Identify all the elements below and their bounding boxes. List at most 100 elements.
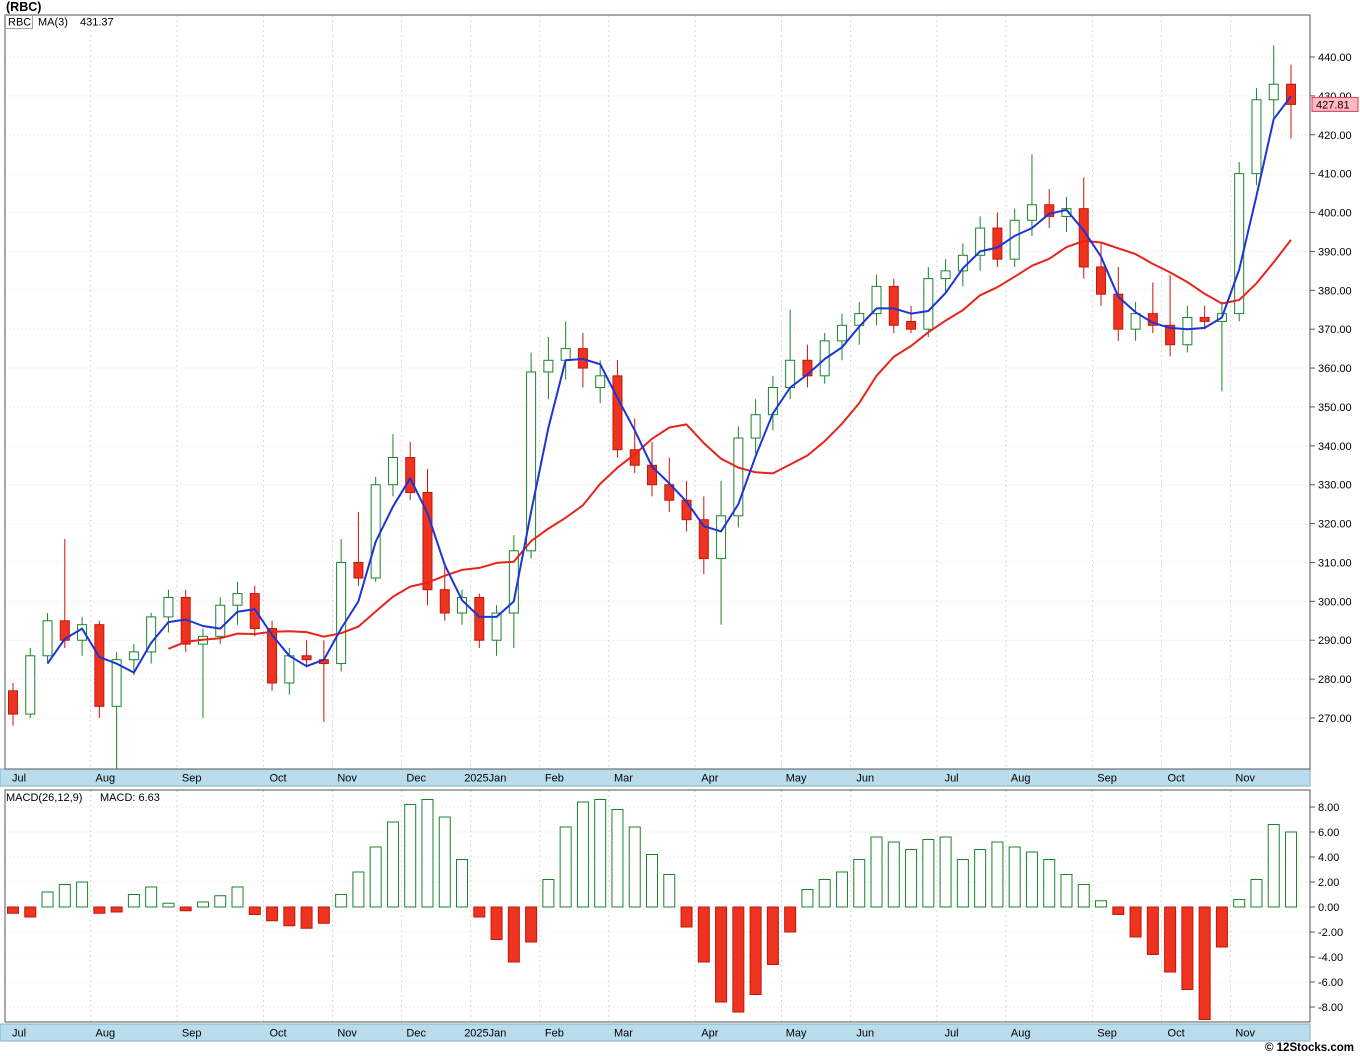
- candle-body: [871, 285, 882, 315]
- candle-down: [1165, 274, 1176, 357]
- candle-up: [923, 266, 934, 337]
- macd-bar-positive: [231, 886, 244, 908]
- month-label: Feb: [545, 773, 564, 785]
- month-label: Dec: [406, 773, 426, 785]
- month-label: Jun: [856, 1028, 874, 1040]
- ma-slow-line: [168, 239, 1292, 650]
- candle-up: [387, 434, 398, 497]
- candle-down: [94, 620, 105, 718]
- macd-bar-positive: [611, 809, 624, 908]
- candle-body: [25, 655, 36, 715]
- candle-body: [215, 604, 226, 637]
- candle-body: [1182, 317, 1193, 346]
- candle-body: [1009, 219, 1020, 260]
- macd-bar-positive: [801, 889, 814, 908]
- candle-body: [543, 359, 554, 373]
- candle-body: [923, 278, 934, 330]
- macd-bar-negative: [248, 906, 261, 915]
- candle-down: [474, 593, 485, 649]
- candle-body: [836, 324, 847, 342]
- candle-body: [888, 285, 899, 326]
- candle-up: [146, 613, 157, 664]
- macd-tick-label: 2.00: [1318, 877, 1339, 889]
- candle-body: [232, 593, 243, 606]
- price-tick-label: 400.00: [1318, 208, 1352, 220]
- macd-bar-positive: [1043, 859, 1056, 908]
- macd-bar-positive: [594, 799, 607, 908]
- macd-bar-positive: [1025, 851, 1038, 908]
- month-label: 2025Jan: [464, 773, 506, 785]
- month-label: Oct: [1168, 1028, 1185, 1040]
- price-tick-label: 420.00: [1318, 130, 1352, 142]
- macd-bar-positive: [956, 859, 969, 908]
- candle-body: [612, 375, 623, 451]
- candle-down: [59, 539, 70, 649]
- candle-body: [940, 270, 951, 280]
- macd-bar-positive: [939, 836, 952, 908]
- macd-bar-positive: [905, 849, 918, 908]
- price-tick-label: 340.00: [1318, 441, 1352, 453]
- month-label: Nov: [337, 1028, 357, 1040]
- candle-down: [612, 360, 623, 458]
- candle-up: [836, 313, 847, 361]
- month-label: Nov: [1235, 1028, 1255, 1040]
- macd-layer: [7, 799, 1297, 1020]
- macd-bar-negative: [697, 906, 710, 963]
- candle-body: [716, 515, 727, 560]
- candle-up: [197, 628, 208, 718]
- watermark: © 12Stocks.com: [1265, 1042, 1354, 1054]
- macd-bar-positive: [127, 894, 140, 908]
- price-tick-label: 390.00: [1318, 246, 1352, 258]
- macd-tick-label: 8.00: [1318, 802, 1339, 814]
- candle-body: [785, 359, 796, 388]
- candle-body: [422, 491, 433, 591]
- macd-bar-positive: [870, 836, 883, 908]
- month-label: Oct: [269, 773, 286, 785]
- macd-bar-negative: [24, 906, 37, 918]
- candle-body: [1096, 266, 1107, 295]
- candle-down: [1199, 305, 1210, 330]
- chart-title: (RBC): [6, 0, 41, 14]
- candle-body: [146, 616, 157, 653]
- macd-bar-positive: [369, 846, 382, 908]
- candle-up: [543, 336, 554, 400]
- macd-tick-label: 0.00: [1318, 902, 1339, 914]
- candle-body: [560, 348, 571, 361]
- candle-body: [77, 624, 88, 641]
- candle-up: [733, 426, 744, 528]
- candle-down: [249, 585, 260, 637]
- candle-up: [1234, 161, 1245, 322]
- ma-label: MA(3): [38, 17, 68, 29]
- candle-down: [353, 511, 364, 586]
- month-label: Jul: [12, 773, 26, 785]
- candle-body: [336, 561, 347, 665]
- candle-down: [802, 344, 813, 388]
- macd-bar-positive: [818, 879, 831, 908]
- macd-tick-label: -2.00: [1318, 927, 1343, 939]
- price-tick-label: 440.00: [1318, 52, 1352, 64]
- candle-body: [387, 456, 398, 486]
- month-label: Apr: [701, 773, 718, 785]
- candle-up: [975, 216, 986, 271]
- candle-body: [1044, 204, 1055, 217]
- candle-body: [750, 414, 761, 439]
- macd-bar-positive: [1077, 884, 1090, 908]
- candle-body: [1061, 208, 1072, 217]
- moving-average-layer: [46, 95, 1292, 674]
- month-label: Sep: [1097, 1028, 1117, 1040]
- macd-bar-negative: [317, 906, 330, 924]
- month-label: Nov: [337, 773, 357, 785]
- macd-bar-negative: [1146, 906, 1159, 955]
- macd-bar-negative: [1181, 906, 1194, 990]
- candle-down: [1286, 64, 1296, 139]
- month-label: Sep: [1097, 773, 1117, 785]
- month-label: Aug: [1011, 1028, 1031, 1040]
- macd-bar-negative: [300, 906, 313, 929]
- month-label: Dec: [406, 1028, 426, 1040]
- price-tick-label: 290.00: [1318, 635, 1352, 647]
- macd-bar-positive: [663, 874, 676, 908]
- macd-plot-frame: [4, 789, 1311, 1023]
- candle-body: [370, 484, 381, 579]
- macd-bar-positive: [1285, 831, 1297, 908]
- candle-body: [698, 519, 709, 560]
